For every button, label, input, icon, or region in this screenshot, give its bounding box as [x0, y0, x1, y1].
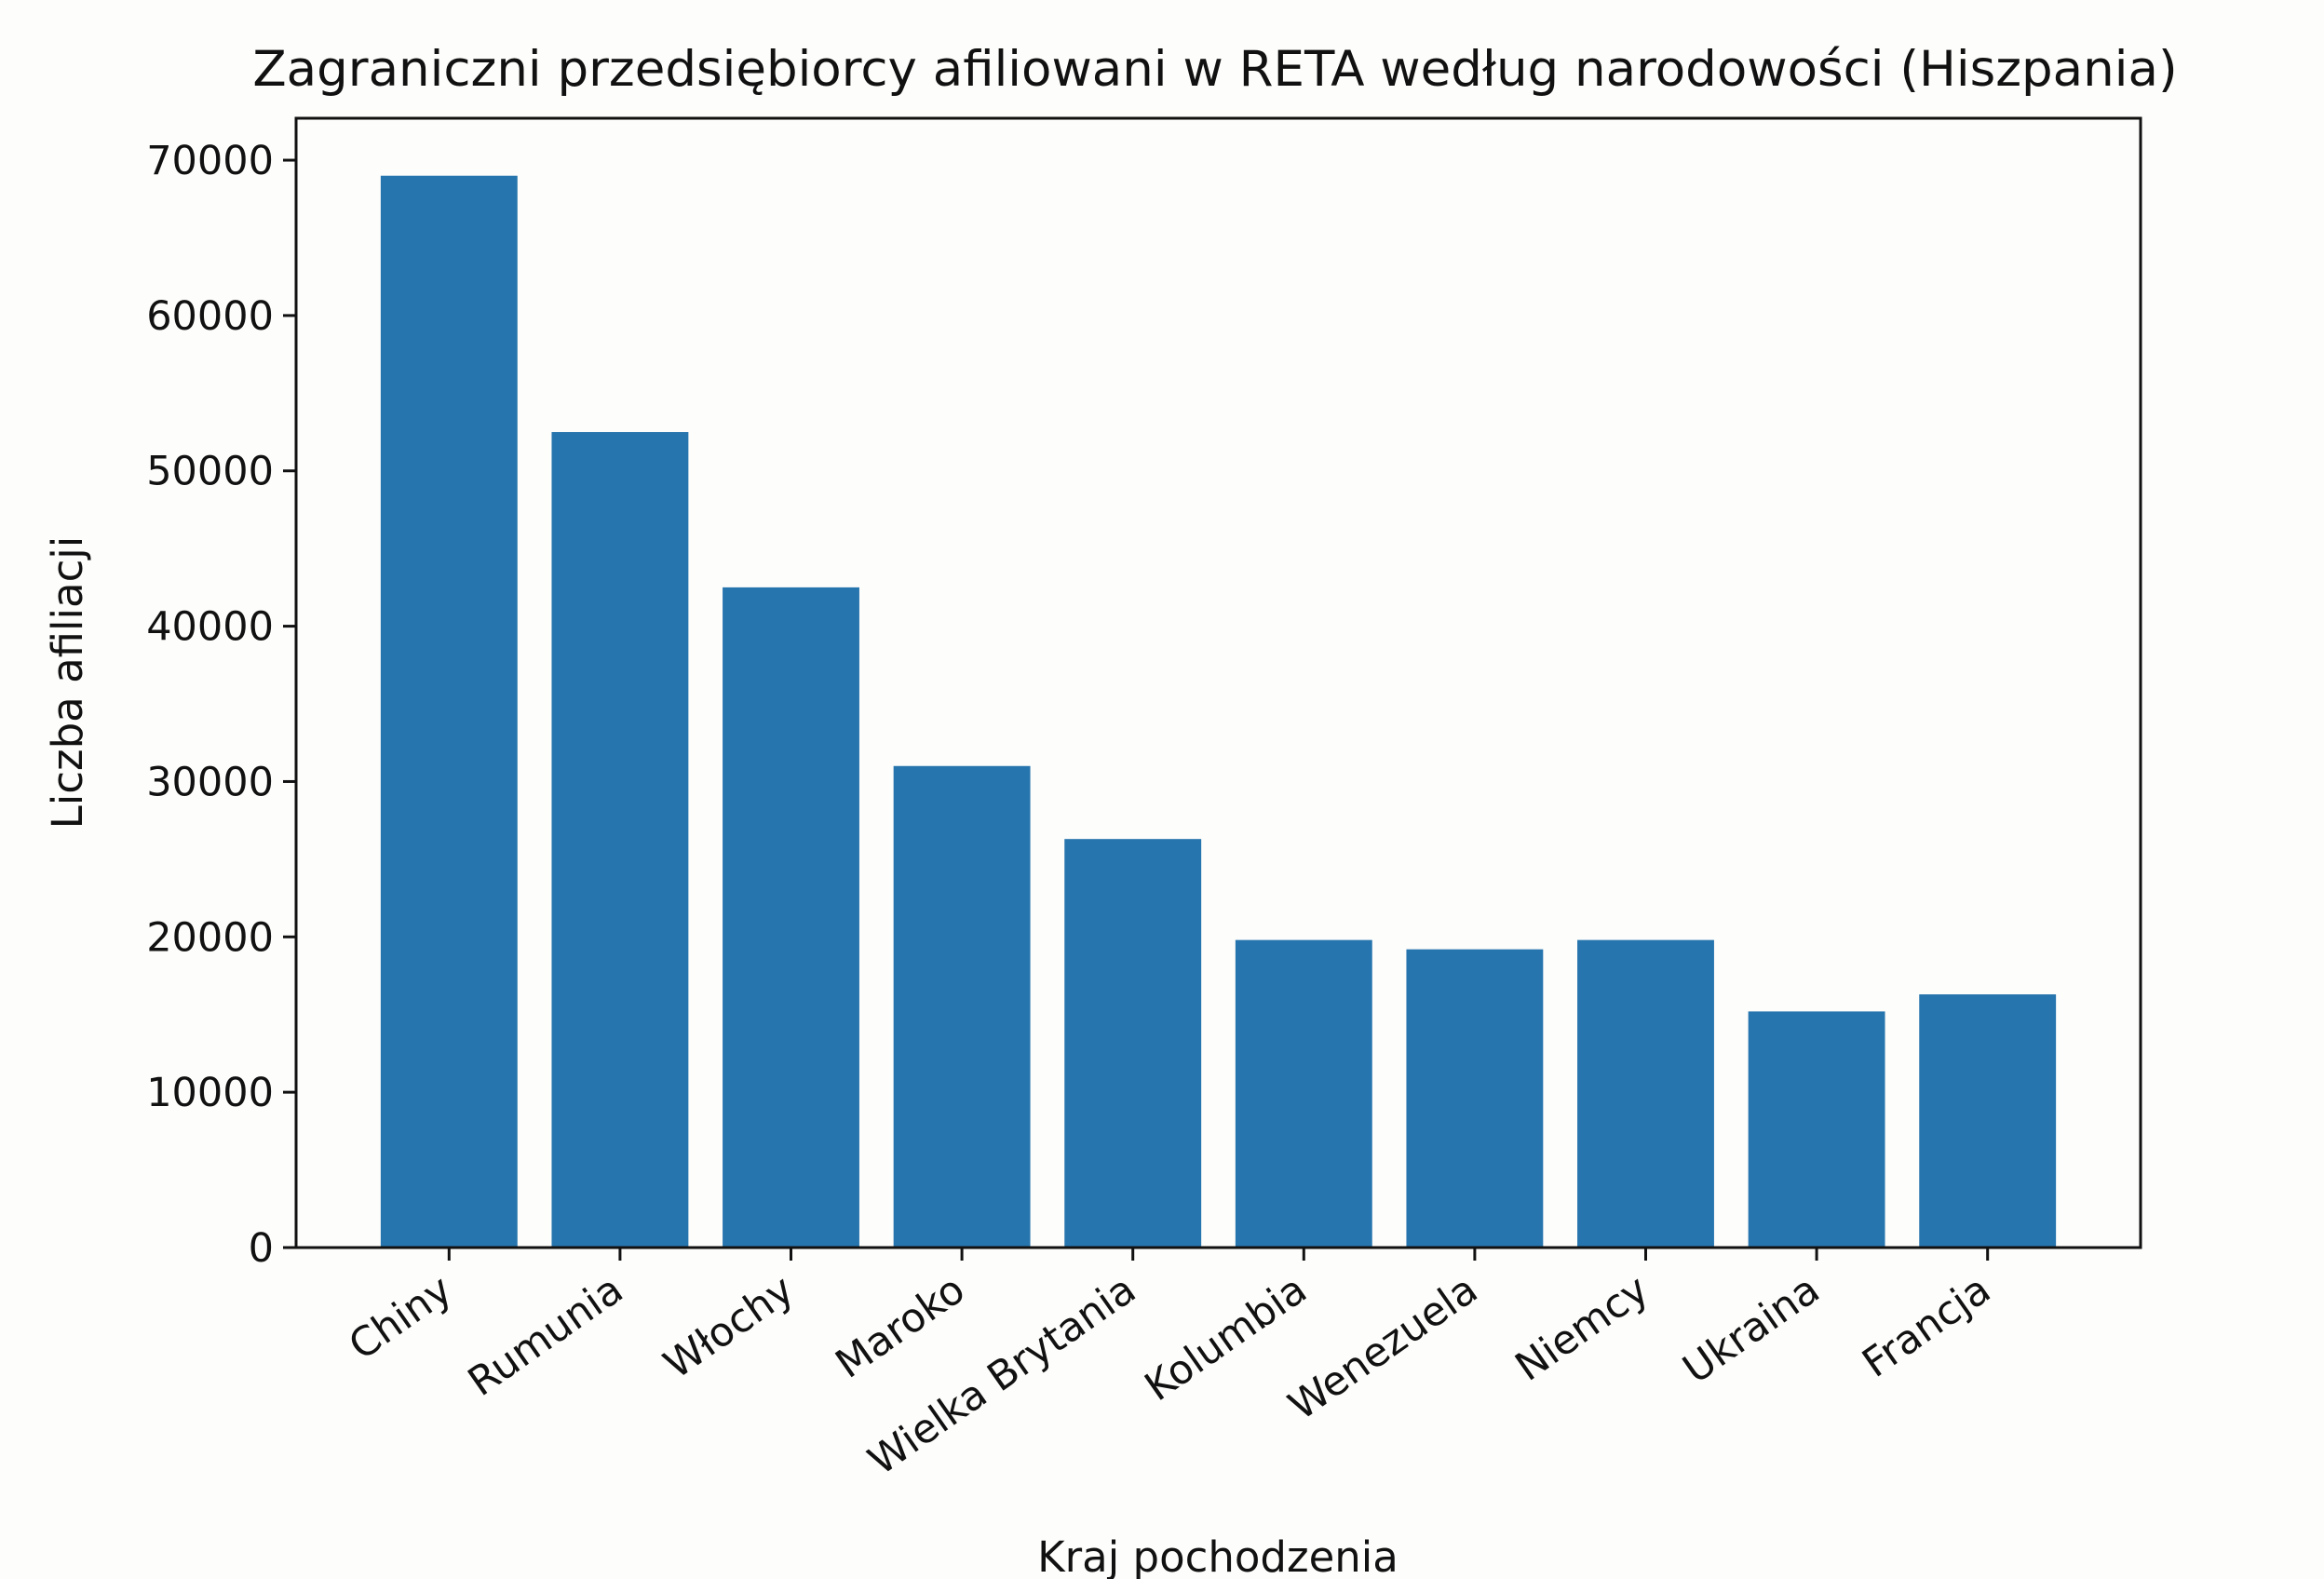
bar-maroko: [893, 765, 1031, 1248]
y-tick-label: 30000: [146, 759, 274, 805]
chart-title: Zagraniczni przedsiębiorcy afiliowani w …: [252, 41, 2177, 98]
x-tick-label: Niemcy: [1507, 1266, 1657, 1391]
plot-frame: [294, 116, 2142, 1249]
y-tick-label: 0: [249, 1225, 274, 1272]
bar-wielka-brytania: [1064, 839, 1202, 1248]
bar-kolumbia: [1235, 939, 1372, 1248]
y-tick-label: 10000: [146, 1070, 274, 1116]
x-tick-label: Ukraina: [1675, 1266, 1829, 1393]
y-tick-label: 70000: [146, 138, 274, 184]
bar-niemcy: [1577, 939, 1714, 1248]
x-tick-label: Rumunia: [460, 1266, 631, 1406]
bar-wenezuela: [1406, 949, 1544, 1248]
x-tick-label: Francja: [1854, 1266, 1999, 1387]
x-axis-label: Kraj pochodzenia: [1037, 1532, 1398, 1579]
x-tick-label: Maroko: [828, 1266, 974, 1388]
bar-chiny: [380, 175, 518, 1248]
bar-ukraina: [1748, 1011, 1885, 1248]
y-tick-label: 40000: [146, 604, 274, 651]
bar-włochy: [723, 587, 859, 1248]
bar-francja: [1919, 994, 2057, 1248]
x-tick-label: Chiny: [341, 1266, 461, 1370]
bar-rumunia: [551, 432, 689, 1248]
y-tick-label: 60000: [146, 293, 274, 340]
x-tick-label: Wenezuela: [1280, 1266, 1486, 1430]
y-axis-label: Liczba afiliacji: [43, 536, 92, 830]
y-tick-label: 50000: [146, 449, 274, 495]
y-tick-label: 20000: [146, 914, 274, 961]
x-tick-label: Włochy: [655, 1266, 803, 1388]
